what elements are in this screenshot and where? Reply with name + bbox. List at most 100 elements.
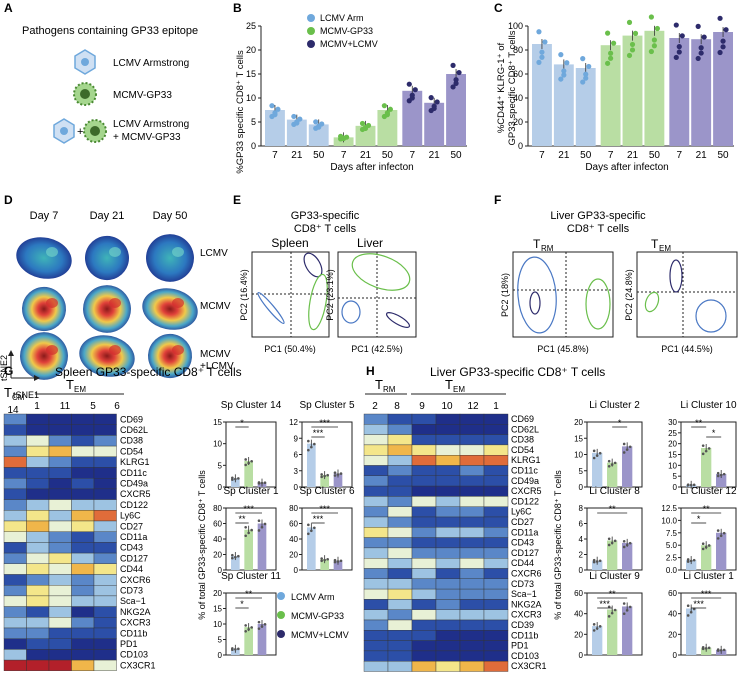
heat-cell (71, 499, 95, 511)
heat-cell (93, 424, 117, 436)
b-point (341, 135, 347, 142)
heat-cell (48, 606, 72, 618)
heat-cell (483, 547, 509, 559)
heat-cell (435, 506, 461, 518)
heat-cell (483, 455, 509, 466)
panel-a-item-combo-2: + MCMV-GP33 (113, 132, 181, 143)
heat-cell (435, 568, 461, 580)
heat-cell (435, 547, 461, 559)
b-xtick: 50 (313, 150, 325, 161)
marker-label: CD44 (511, 558, 534, 568)
heat-cell (3, 649, 27, 661)
c-point (626, 19, 633, 25)
c-point (605, 60, 611, 66)
b-xtick: 7 (272, 150, 278, 161)
heat-cell (363, 599, 389, 610)
virus-icon-lcmv (74, 49, 96, 75)
c-point (580, 79, 586, 85)
li2-point (625, 448, 629, 451)
panel-g: Spleen GP33-specific CD8⁺ T cells T CM T… (3, 365, 355, 671)
heat-cell (3, 488, 27, 500)
h-cluster-9: 9 (419, 401, 425, 412)
b-bar (265, 110, 285, 146)
li8-point (595, 560, 599, 563)
sp5-point (313, 442, 316, 446)
heat-cell (483, 424, 509, 435)
li10-point (722, 472, 726, 476)
panel-f-sub-tem: T (651, 237, 659, 251)
panel-e-sub-spleen: Spleen (271, 236, 308, 250)
sp5-ytick: 12 (289, 418, 298, 427)
panel-d: Day 7 Day 21 Day 50 LCMV MCMV MCMV +LCMV… (0, 210, 234, 400)
heat-cell (363, 537, 389, 549)
li10-sig: ** (695, 418, 703, 428)
marker-label: CXCR3 (511, 610, 542, 620)
legend-mcmv: MCMV-GP33 (320, 26, 373, 36)
heat-cell (363, 465, 389, 477)
heat-cell (435, 630, 461, 641)
c-point (608, 50, 614, 56)
panel-a-item-mcmv: MCMV-GP33 (113, 90, 172, 101)
sp5-sig: *** (319, 418, 330, 428)
heat-cell (435, 619, 461, 631)
sp5-point (307, 439, 310, 443)
heat-cell (3, 595, 27, 607)
heat-cell (483, 465, 509, 477)
heat-cell (71, 531, 95, 543)
heat-cell (435, 465, 461, 477)
heat-cell (48, 456, 72, 468)
li10-ytick: 25 (668, 429, 677, 438)
sp5-ytick: 3 (294, 467, 299, 476)
sp11-bar (257, 624, 267, 655)
heat-cell (411, 588, 437, 600)
heat-cell (435, 516, 461, 528)
panel-g-title: Spleen GP33-specific CD8⁺ T cells (55, 365, 242, 379)
panel-d-row-lcmv: LCMV (200, 248, 228, 259)
heat-cell (3, 638, 27, 650)
heat-cell (435, 599, 461, 610)
li8-point (610, 541, 614, 545)
panel-c-xlabel: Days after infecton (585, 162, 668, 173)
sp14-point (250, 459, 253, 463)
heat-cell (459, 455, 485, 466)
marker-label: CD49a (511, 476, 539, 486)
g-legend-dot-mcmv (277, 611, 285, 619)
heat-cell (93, 456, 117, 468)
heat-cell (3, 435, 27, 447)
heat-cell (411, 465, 437, 477)
li9-point (628, 605, 632, 609)
heat-cell (435, 537, 461, 549)
c-ytick: 0 (518, 141, 523, 151)
li1-point (701, 646, 705, 649)
li2-point (607, 459, 611, 463)
heat-cell (3, 424, 27, 436)
heat-cell (459, 640, 485, 652)
li10-sig: * (712, 428, 716, 438)
sp11-point (237, 647, 240, 651)
panel-g-tcm-sub: CM (12, 393, 25, 402)
c-point (608, 55, 614, 61)
g-cluster-5: 5 (90, 401, 96, 412)
marker-label: CD127 (511, 548, 539, 558)
c-point (536, 59, 542, 65)
markers-spleen: CD69CD62LCD38CD54KLRG1CD11cCD49aCXCR5CD1… (120, 414, 156, 670)
heat-cell (435, 455, 461, 466)
heat-cell (26, 542, 50, 554)
panel-a-title: Pathogens containing GP33 epitope (22, 25, 198, 37)
li2-point (592, 449, 596, 453)
panel-g-tem: T (66, 377, 74, 392)
heat-cell (363, 434, 389, 446)
li8-ytick: 2 (579, 551, 584, 560)
b-point (387, 106, 393, 112)
heat-cell (48, 585, 72, 597)
c-point (542, 39, 548, 45)
sp14-point (231, 476, 234, 480)
li12-point (692, 558, 696, 562)
li9-ytick: 0 (579, 651, 584, 660)
heat-cell (26, 478, 50, 490)
heat-cell (459, 434, 485, 446)
heat-cell (26, 510, 50, 522)
heat-cell (411, 413, 437, 425)
sp14-point (234, 477, 237, 481)
sp5-bar (307, 443, 316, 487)
